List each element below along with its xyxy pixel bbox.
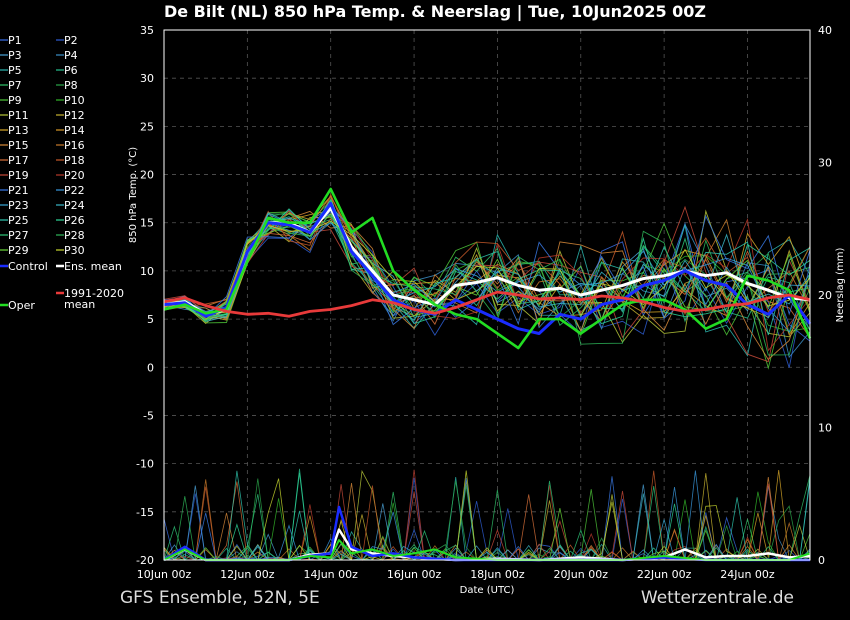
y-tick-label: 20	[140, 169, 154, 182]
chart-title: De Bilt (NL) 850 hPa Temp. & Neerslag | …	[163, 2, 707, 21]
y2-tick-label: 30	[818, 157, 832, 170]
x-tick-label: 20Jun 00z	[554, 568, 609, 581]
legend-label: P23	[8, 199, 29, 212]
legend-label: P6	[64, 64, 78, 77]
ensemble-members	[163, 188, 811, 562]
legend-label: P14	[64, 124, 85, 137]
x-tick-label: 22Jun 00z	[637, 568, 692, 581]
series-line	[163, 187, 812, 350]
legend-label: P15	[8, 139, 29, 152]
legend-label: P12	[64, 109, 85, 122]
y-tick-label: -10	[136, 458, 154, 471]
legend-label: P1	[8, 34, 22, 47]
x-tick-label: 18Jun 00z	[470, 568, 525, 581]
member-temp-line	[163, 194, 811, 321]
series-line	[163, 290, 811, 318]
legend-label: Control	[8, 260, 48, 273]
footer-model-label: GFS Ensemble, 52N, 5E	[120, 588, 320, 608]
legend-label: P5	[8, 64, 22, 77]
y2-tick-label: 20	[818, 289, 832, 302]
x-axis-label: Date (UTC)	[460, 585, 515, 596]
member-temp-line	[163, 205, 811, 368]
legend-label: P11	[8, 109, 29, 122]
y-tick-label: 5	[147, 313, 154, 326]
legend-label: P13	[8, 124, 29, 137]
y-tick-label: 30	[140, 72, 154, 85]
legend-label: P26	[64, 214, 85, 227]
y-tick-label: 10	[140, 265, 154, 278]
legend-label: Oper	[8, 299, 35, 312]
member-temp-line	[163, 205, 811, 326]
member-temp-line	[163, 220, 811, 317]
member-temp-line	[163, 195, 811, 321]
y-tick-label: 15	[140, 217, 154, 230]
legend-label: P8	[64, 79, 78, 92]
member-temp-line	[163, 193, 811, 314]
y2-axis-label: Neerslag (mm)	[835, 247, 846, 322]
x-tick-label: 12Jun 00z	[220, 568, 275, 581]
legend-label: P19	[8, 169, 29, 182]
y-tick-label: 35	[140, 24, 154, 37]
plot-frame	[163, 29, 811, 561]
y-tick-label: 0	[147, 361, 154, 374]
member-precip-line	[163, 516, 810, 561]
member-temp-line	[163, 209, 811, 342]
series-line	[163, 202, 812, 335]
y2-tick-label: 0	[818, 554, 825, 567]
y-tick-label: -5	[143, 409, 154, 422]
y2-tick-label: 10	[818, 422, 832, 435]
legend-label: P17	[8, 154, 29, 167]
legend-label: P4	[64, 49, 78, 62]
x-tick-label: 10Jun 00z	[137, 568, 192, 581]
legend-label: P21	[8, 184, 29, 197]
member-temp-line	[163, 212, 811, 322]
footer-brand-label: Wetterzentrale.de	[640, 588, 794, 608]
axes: 35 30 25 20 15 10 5 0 -5 -10 -15 -20 40 30 20 10 0 10Jun …	[128, 24, 846, 596]
legend-label: P7	[8, 79, 22, 92]
legend: P1 P2 P3 P4 P5 P6 P7 P8 P9 P10 P11 P12 P13 P14 P15 P16 P…	[0, 34, 124, 312]
y-tick-label: 25	[140, 120, 154, 133]
y-tick-label: -20	[136, 554, 154, 567]
legend-label: P10	[64, 94, 85, 107]
member-precip-line	[164, 470, 810, 562]
legend-label: P24	[64, 199, 85, 212]
x-tick-label: 14Jun 00z	[303, 568, 358, 581]
legend-label: P3	[8, 49, 22, 62]
legend-label: P18	[64, 154, 85, 167]
y2-tick-label: 40	[818, 24, 832, 37]
legend-label: P20	[64, 169, 85, 182]
y-axis-label: 850 hPa Temp. (°C)	[128, 147, 139, 243]
legend-label: P2	[64, 34, 78, 47]
member-temp-line	[163, 215, 811, 318]
x-tick-label: 24Jun 00z	[720, 568, 775, 581]
member-temp-line	[163, 205, 811, 363]
member-temp-line	[163, 202, 811, 356]
legend-label: P25	[8, 214, 29, 227]
legend-label: P9	[8, 94, 22, 107]
legend-label: P30	[64, 244, 85, 257]
legend-label: P27	[8, 229, 29, 242]
y-tick-label: -15	[136, 506, 154, 519]
legend-label: P16	[64, 139, 85, 152]
legend-label: 1991-2020 mean	[64, 287, 124, 311]
legend-label: Ens. mean	[64, 260, 122, 273]
legend-label: P28	[64, 229, 85, 242]
legend-label: P22	[64, 184, 85, 197]
legend-label: P29	[8, 244, 29, 257]
x-tick-label: 16Jun 00z	[387, 568, 442, 581]
